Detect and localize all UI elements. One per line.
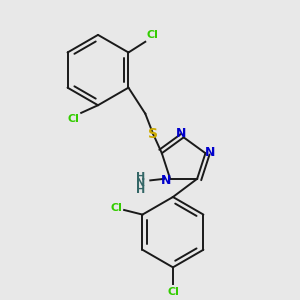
Text: Cl: Cl bbox=[111, 203, 123, 214]
Text: H: H bbox=[136, 184, 146, 195]
Text: Cl: Cl bbox=[68, 114, 80, 124]
Text: S: S bbox=[148, 127, 158, 140]
Text: N: N bbox=[161, 174, 172, 187]
Text: N: N bbox=[205, 146, 215, 159]
Text: N: N bbox=[176, 127, 186, 140]
Text: H: H bbox=[136, 172, 146, 182]
Text: Cl: Cl bbox=[147, 30, 159, 40]
Text: N: N bbox=[136, 178, 146, 188]
Text: Cl: Cl bbox=[167, 287, 179, 297]
